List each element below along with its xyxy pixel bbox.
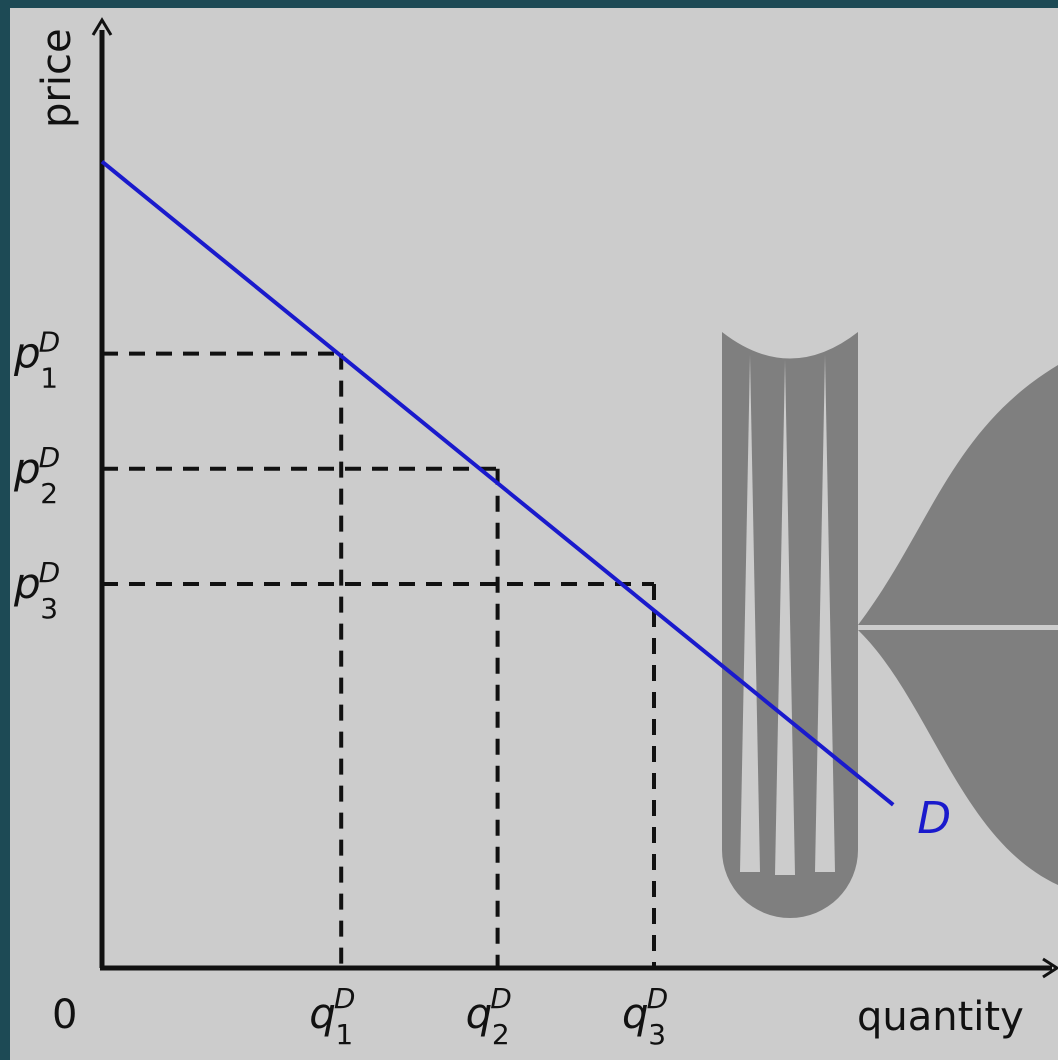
x-axis-arrow-icon bbox=[1042, 957, 1058, 979]
y-tick-label-2: pD 2 bbox=[13, 441, 60, 510]
watermark-logo bbox=[722, 332, 1058, 918]
y-axis-arrow-icon bbox=[91, 17, 113, 36]
axes bbox=[91, 17, 1058, 979]
chart-panel bbox=[10, 8, 1058, 1060]
demand-line bbox=[100, 160, 895, 807]
y-tick-label-3: pD 3 bbox=[13, 556, 60, 625]
x-tick-label-3: qD 3 bbox=[622, 982, 668, 1051]
series-label-1: D bbox=[917, 793, 951, 844]
series-group: D bbox=[100, 160, 951, 844]
y-tick-label-1: pD 1 bbox=[13, 326, 60, 395]
reference-guides bbox=[102, 351, 656, 968]
origin-label: 0 bbox=[52, 992, 77, 1038]
x-axis-title: quantity bbox=[857, 994, 1024, 1040]
y-axis-title: price bbox=[34, 28, 80, 128]
x-tick-label-1: qD 1 bbox=[309, 982, 355, 1051]
x-tick-label-2: qD 2 bbox=[466, 982, 512, 1051]
